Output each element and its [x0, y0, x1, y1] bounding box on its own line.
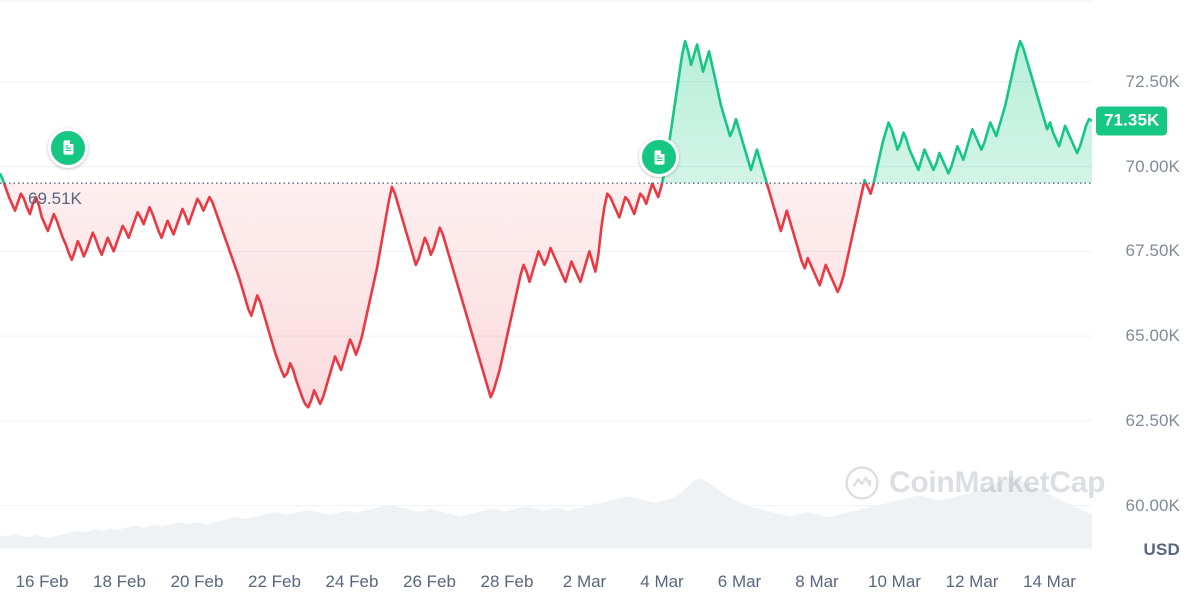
grid-lines — [0, 0, 1092, 549]
open-price-label: 69.51K — [28, 189, 82, 209]
x-axis-tick: 16 Feb — [15, 572, 69, 591]
current-price-badge: 71.35K — [1096, 106, 1168, 136]
y-axis-tick: 70.00K — [1125, 156, 1180, 176]
price-area-fill — [0, 41, 1092, 408]
document-icon — [63, 140, 74, 155]
document-icon — [654, 149, 665, 165]
x-axis-tick: 10 Mar — [868, 572, 921, 591]
y-axis-tick: 65.00K — [1125, 326, 1180, 346]
news-marker-1[interactable] — [48, 127, 89, 168]
x-axis-tick: 20 Feb — [170, 572, 224, 591]
price-line — [0, 39, 1092, 409]
volume-area — [0, 476, 1092, 548]
y-axis-tick: 72.50K — [1125, 71, 1180, 91]
x-axis-tick: 26 Feb — [403, 572, 456, 591]
y-axis-tick: 62.50K — [1125, 410, 1180, 430]
news-marker-2[interactable] — [639, 137, 680, 178]
y-axis-tick: 60.00K — [1125, 495, 1180, 515]
x-axis-tick: 28 Feb — [480, 572, 534, 591]
x-axis-tick: 22 Feb — [248, 572, 301, 591]
y-axis-tick: 67.50K — [1125, 241, 1180, 261]
x-axis-tick: 2 Mar — [562, 572, 607, 591]
x-axis-tick: 24 Feb — [325, 572, 379, 591]
x-axis-tick: 18 Feb — [93, 572, 146, 591]
x-axis-tick: 8 Mar — [795, 572, 839, 591]
x-axis-tick: 6 Mar — [717, 572, 762, 591]
x-axis-tick: 4 Mar — [640, 572, 684, 591]
x-axis-tick: 14 Mar — [1023, 572, 1076, 591]
currency-axis-label: USD — [1143, 540, 1180, 559]
x-axis-tick: 12 Mar — [945, 572, 999, 591]
